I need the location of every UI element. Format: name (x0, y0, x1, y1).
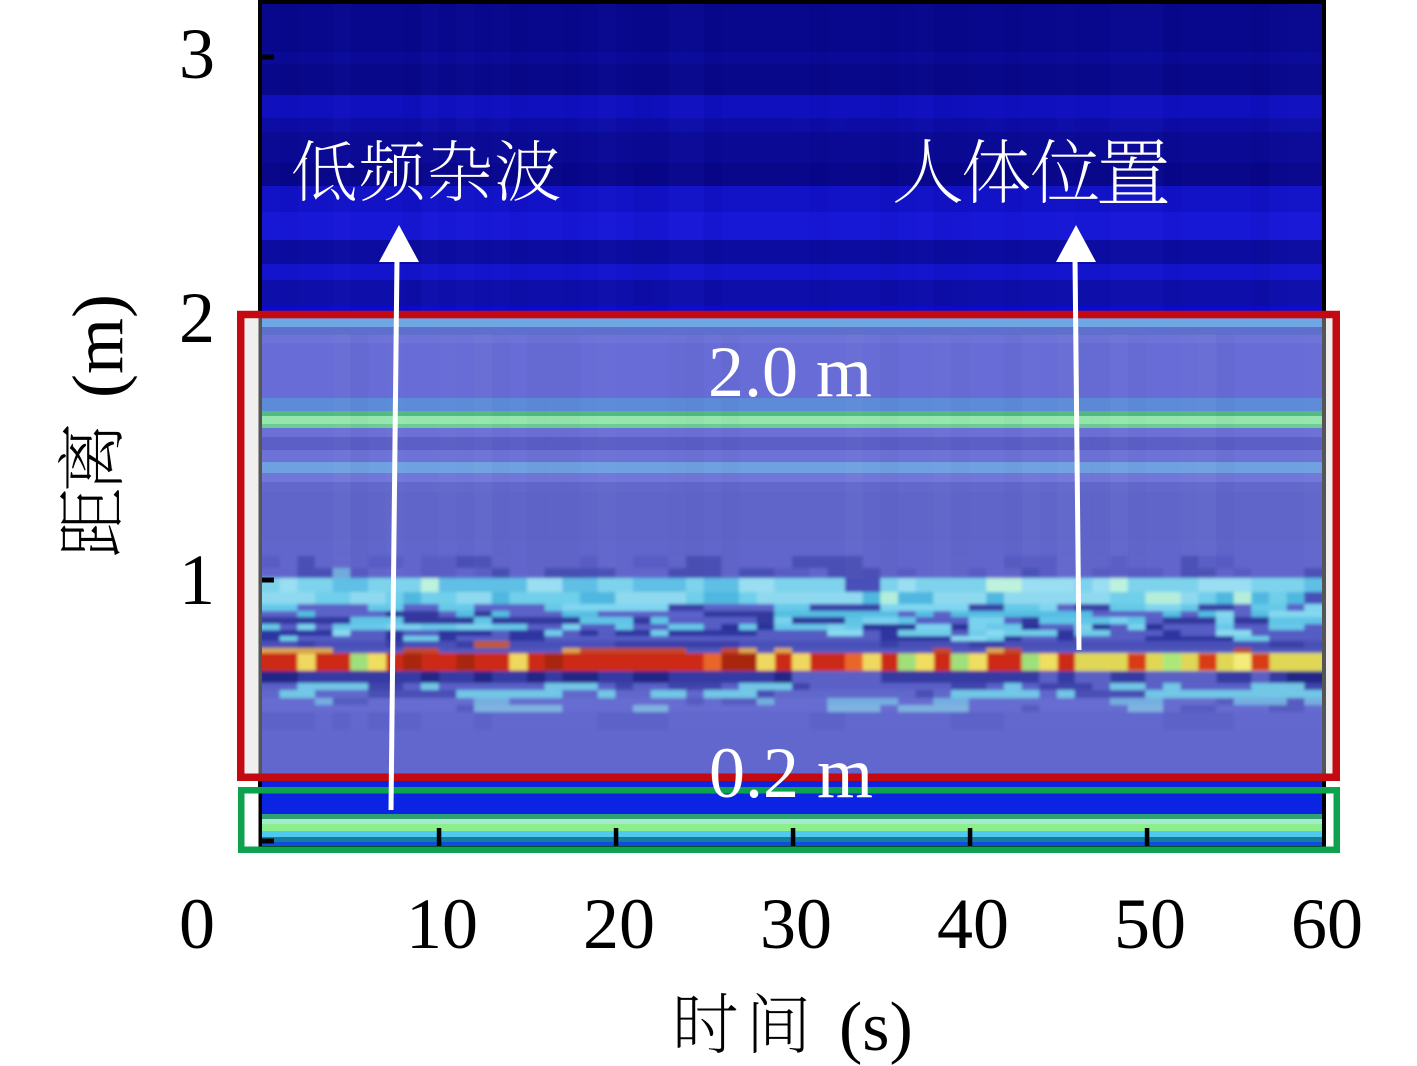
svg-text:60: 60 (1291, 884, 1363, 964)
svg-text:10: 10 (406, 884, 478, 964)
svg-text:20: 20 (583, 884, 655, 964)
svg-text:40: 40 (937, 884, 1009, 964)
svg-text:0.2 m: 0.2 m (709, 733, 873, 813)
svg-text:(s): (s) (839, 989, 913, 1066)
svg-text:30: 30 (760, 884, 832, 964)
svg-text:1: 1 (179, 540, 215, 620)
svg-text:0: 0 (179, 884, 215, 964)
svg-text:50: 50 (1114, 884, 1186, 964)
svg-text:(m): (m) (58, 294, 138, 398)
svg-text:2: 2 (179, 278, 215, 358)
svg-text:3: 3 (179, 14, 215, 94)
svg-text:2.0 m: 2.0 m (708, 332, 872, 412)
